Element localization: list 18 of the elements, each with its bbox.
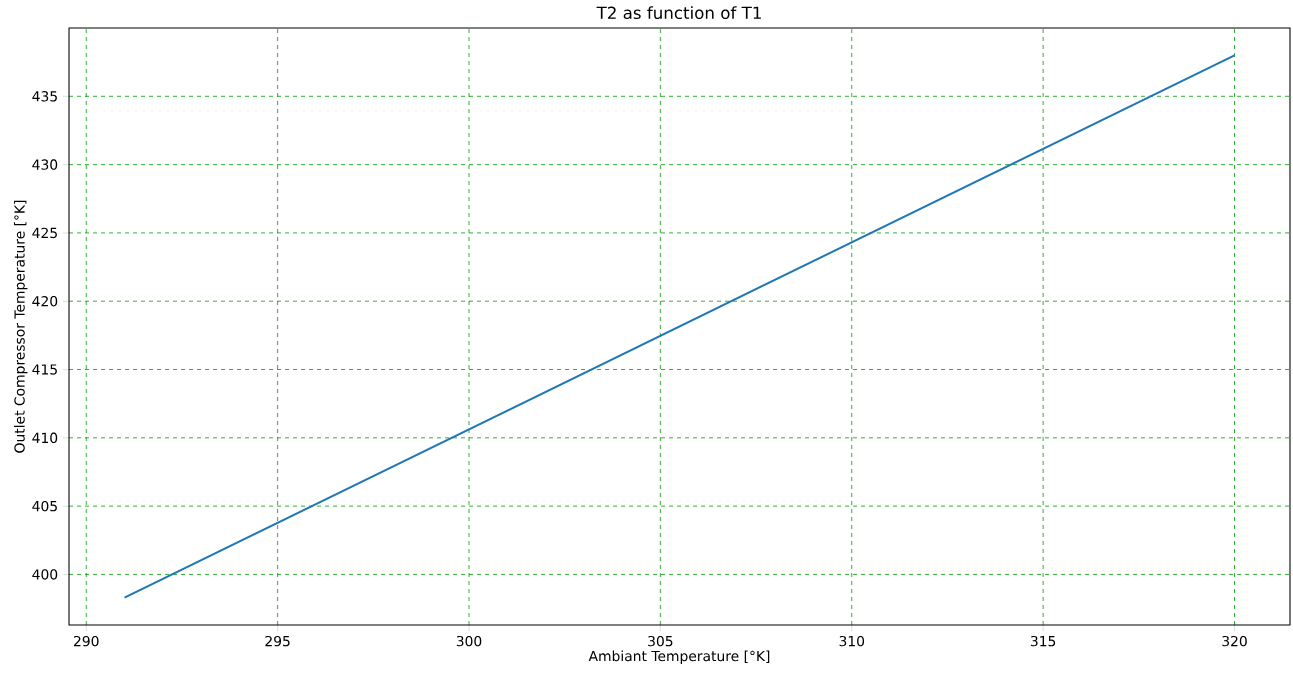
x-tick-label: 310 [839, 635, 865, 647]
y-tick-label: 405 [32, 500, 57, 512]
x-tick-label: 295 [265, 635, 290, 647]
x-tick-label: 320 [1222, 635, 1247, 647]
y-tick-label: 420 [32, 295, 58, 307]
y-tick-label: 415 [32, 364, 57, 375]
y-tick-label: 435 [32, 91, 57, 102]
y-tick-label: 400 [32, 569, 58, 580]
x-axis-title: Ambiant Temperature [°K] [588, 650, 770, 664]
y-axis-title: Outlet Compressor Temperature [°K] [14, 200, 28, 453]
y-tick-label: 410 [32, 432, 58, 444]
x-tick-label: 290 [74, 635, 99, 647]
chart-title: T2 as function of T1 [596, 6, 761, 20]
x-tick-label: 300 [456, 635, 482, 647]
x-tick-label: 315 [1030, 635, 1056, 647]
y-tick-label: 425 [32, 227, 57, 239]
x-tick-label: 305 [648, 635, 673, 647]
y-tick-label: 430 [32, 159, 58, 170]
